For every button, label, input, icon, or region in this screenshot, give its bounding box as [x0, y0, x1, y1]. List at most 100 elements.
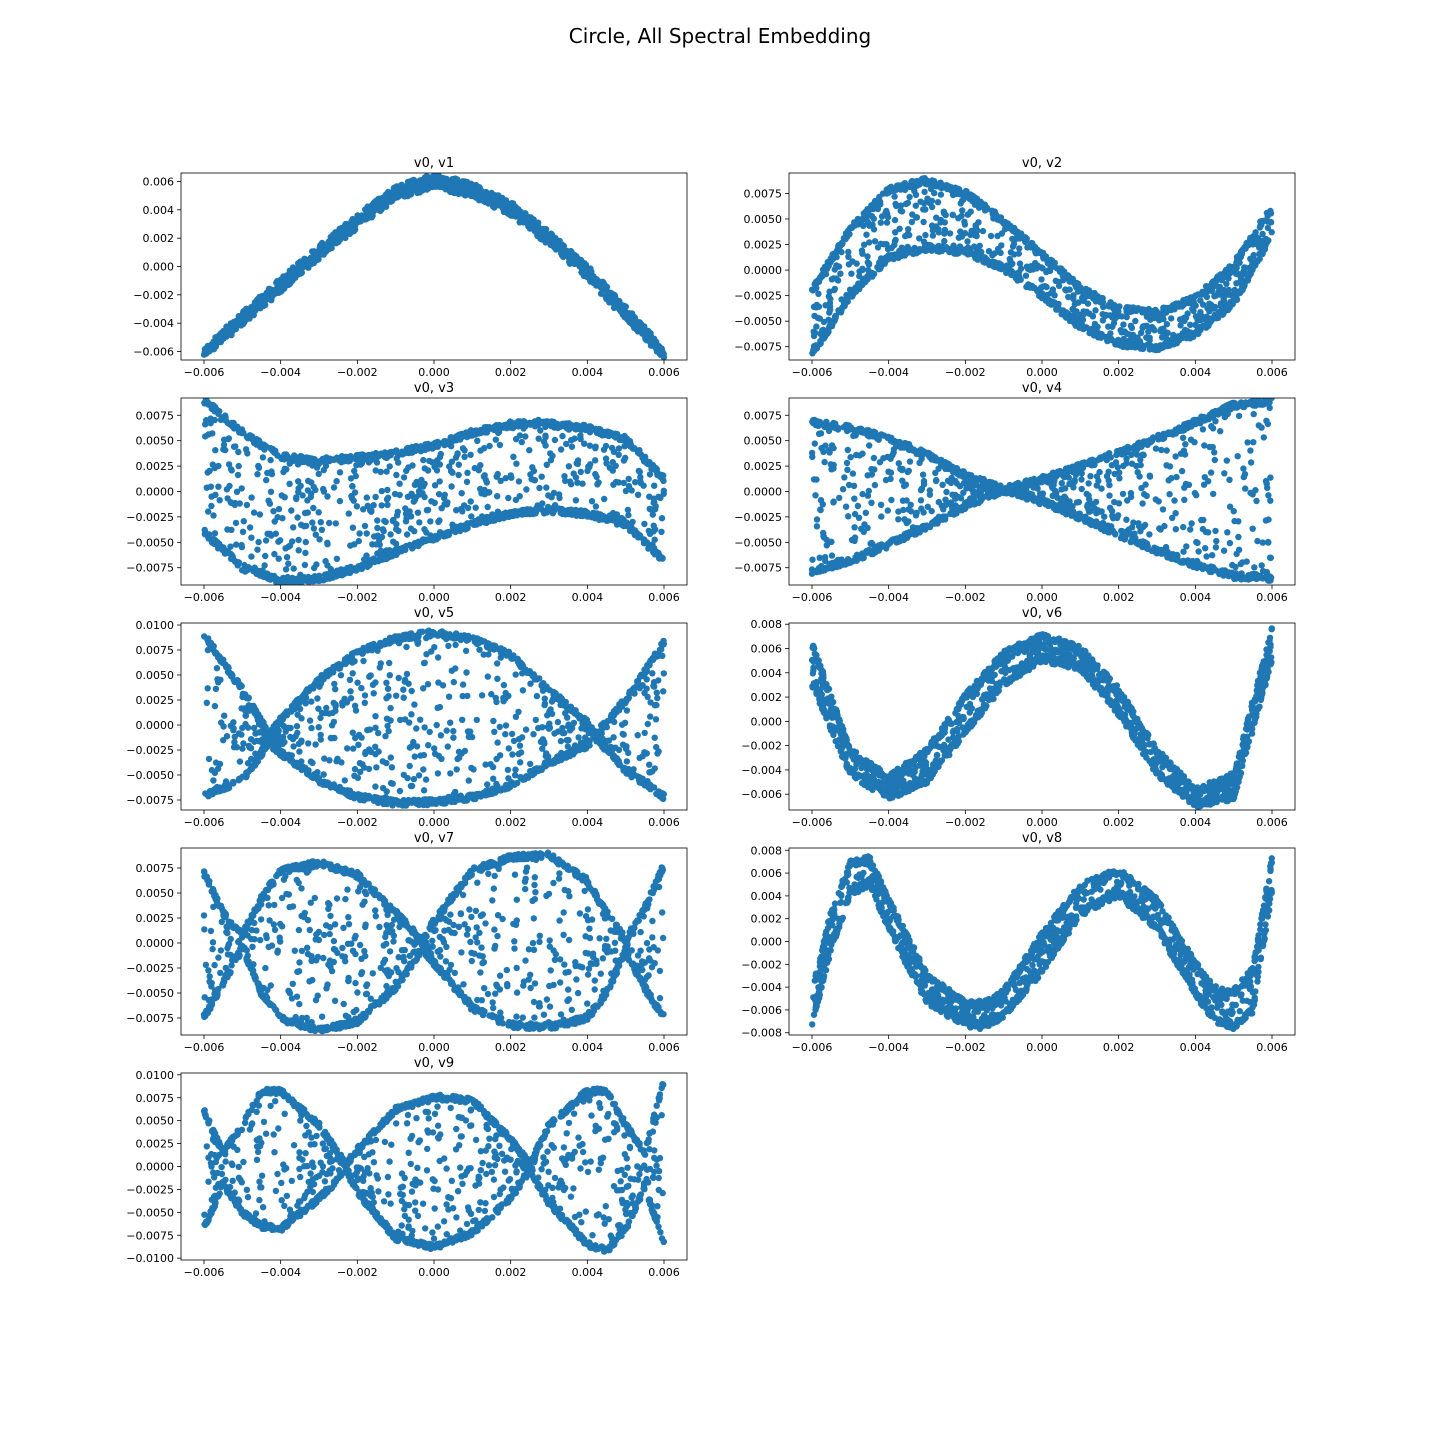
data-point — [250, 306, 258, 313]
data-point — [372, 467, 379, 474]
data-point — [902, 232, 909, 240]
x-tick-label: −0.002 — [945, 366, 986, 379]
data-point — [326, 238, 333, 245]
data-point — [870, 226, 878, 233]
data-point — [579, 424, 587, 431]
data-point — [516, 432, 524, 439]
data-point — [434, 441, 442, 449]
data-point — [215, 462, 222, 470]
data-point — [1203, 293, 1211, 301]
data-point — [1199, 323, 1206, 331]
data-point — [1154, 344, 1161, 351]
data-point — [469, 187, 477, 194]
data-point — [343, 224, 351, 231]
data-point — [301, 561, 309, 569]
x-tick-label: 0.000 — [418, 366, 450, 379]
data-point — [478, 187, 485, 194]
data-point — [1262, 235, 1270, 243]
data-point — [568, 437, 575, 444]
data-point — [1166, 342, 1173, 349]
data-point — [897, 186, 904, 193]
data-point — [382, 201, 389, 209]
data-point — [1224, 266, 1231, 274]
data-point — [396, 480, 403, 487]
subplot-1: −0.006 −0.004 −0.002 0.000 0.002 0.004 0.0060.… — [133, 156, 688, 379]
data-point — [378, 487, 385, 495]
data-point — [981, 259, 988, 266]
y-tick-label: −0.002 — [133, 289, 174, 302]
data-point — [518, 438, 525, 446]
data-point — [505, 494, 512, 502]
data-point — [1138, 329, 1145, 336]
data-point — [543, 484, 550, 491]
data-point — [336, 469, 344, 476]
data-point — [363, 552, 370, 559]
data-point — [551, 242, 558, 249]
data-point — [1144, 341, 1151, 348]
data-point — [320, 247, 328, 254]
data-point — [927, 242, 935, 249]
data-point — [431, 482, 439, 489]
data-point — [423, 507, 431, 514]
data-point — [1027, 243, 1034, 250]
data-point — [464, 469, 471, 476]
data-point — [959, 197, 966, 204]
data-point — [994, 232, 1001, 240]
data-point — [991, 259, 999, 266]
data-point — [968, 227, 975, 235]
data-point — [261, 562, 268, 569]
data-point — [390, 538, 397, 545]
data-point — [989, 252, 996, 259]
data-point — [381, 517, 388, 525]
data-point — [377, 468, 384, 476]
data-point — [929, 232, 937, 239]
data-point — [320, 466, 327, 474]
data-point — [293, 494, 300, 501]
data-point — [452, 454, 460, 461]
data-point — [436, 183, 443, 191]
data-point — [629, 518, 636, 526]
data-point — [416, 519, 423, 526]
data-point — [432, 175, 440, 183]
data-point — [992, 213, 999, 220]
data-point — [1120, 321, 1127, 328]
data-point — [536, 484, 543, 492]
data-point — [459, 445, 467, 452]
data-point — [1031, 243, 1039, 251]
data-point — [559, 432, 566, 440]
data-point — [609, 467, 616, 474]
data-point — [384, 494, 392, 501]
data-point — [497, 477, 504, 484]
data-point — [519, 510, 526, 517]
data-point — [882, 256, 890, 264]
data-point — [346, 230, 353, 237]
data-point — [494, 493, 501, 500]
data-point — [877, 219, 884, 226]
data-point — [368, 214, 375, 221]
data-point — [295, 536, 302, 544]
y-tick-label: 0.0050 — [744, 213, 783, 226]
data-point — [447, 468, 455, 475]
data-point — [584, 467, 591, 475]
data-point — [297, 482, 304, 489]
data-point — [299, 492, 306, 499]
data-point — [356, 530, 363, 537]
y-tick-label: 0.002 — [143, 232, 175, 245]
data-point — [884, 245, 892, 253]
data-point — [1139, 324, 1146, 331]
data-point — [810, 346, 817, 353]
data-point — [1233, 280, 1240, 287]
data-point — [866, 239, 873, 246]
data-point — [514, 213, 521, 220]
data-point — [1175, 300, 1182, 307]
data-point — [581, 440, 588, 447]
data-point — [225, 461, 233, 468]
data-point — [1146, 334, 1153, 341]
data-point — [811, 330, 818, 337]
data-point — [256, 293, 263, 301]
x-tick-label: 0.000 — [1026, 366, 1058, 379]
data-point — [523, 486, 530, 493]
data-point — [563, 440, 570, 448]
data-point — [891, 216, 899, 224]
